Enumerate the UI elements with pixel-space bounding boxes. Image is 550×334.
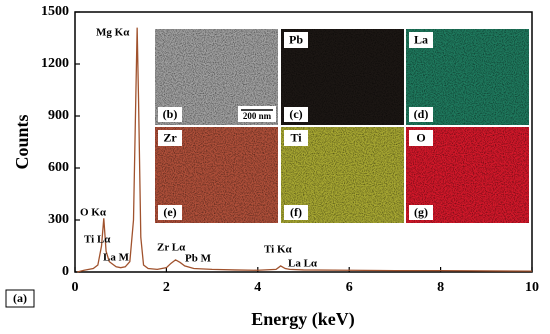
- y-tick-label: 1200: [41, 56, 69, 71]
- element-box: [284, 32, 308, 48]
- x-axis-label: Energy (keV): [251, 309, 354, 330]
- inset-element: La: [414, 32, 428, 46]
- inset-element: Ti: [290, 130, 302, 144]
- x-tick-label: 8: [437, 280, 444, 295]
- inset-tag: (f): [290, 205, 302, 219]
- y-tick-label: 300: [48, 212, 69, 227]
- y-tick-label: 900: [48, 108, 69, 123]
- inset-tag: (e): [163, 205, 176, 219]
- peak-label: Pb M: [185, 253, 212, 265]
- peak-label: La M: [103, 252, 130, 264]
- inset-element: Pb: [289, 32, 303, 46]
- element-box: [158, 130, 182, 146]
- peak-label: Ti Kα: [264, 244, 293, 256]
- peak-label: Mg Kα: [96, 27, 130, 39]
- inset-element: Zr: [163, 130, 177, 144]
- y-axis-label: Counts: [12, 114, 32, 169]
- tag-box: [284, 107, 308, 122]
- tag-box: [158, 107, 182, 122]
- y-tick-label: 0: [62, 264, 69, 279]
- element-box: [409, 32, 433, 48]
- inset-element: O: [416, 130, 425, 144]
- element-box: [409, 130, 433, 146]
- peak-label: Ti Lα: [84, 234, 111, 246]
- x-tick-label: 0: [72, 280, 79, 295]
- y-tick-label: 600: [48, 160, 69, 175]
- scale-text: 200 nm: [243, 111, 272, 121]
- inset-tag: (c): [289, 107, 302, 121]
- x-tick-label: 6: [346, 280, 353, 295]
- inset-tag: (g): [414, 205, 428, 219]
- inset-tag: (b): [163, 107, 178, 121]
- tag-box: [409, 205, 433, 220]
- tag-box: [158, 205, 182, 220]
- plot-frame: [74, 11, 533, 273]
- x-tick-label: 10: [525, 280, 539, 295]
- peak-label: O Kα: [80, 207, 107, 219]
- spectrum-line: [77, 27, 533, 273]
- panel-box: [5, 289, 35, 308]
- tag-box: [284, 205, 308, 220]
- peak-label: La Lα: [288, 258, 318, 270]
- element-box: [284, 130, 308, 146]
- inset-tag: (d): [414, 107, 429, 121]
- y-tick-label: 1500: [41, 4, 69, 19]
- panel-label: (a): [13, 291, 27, 305]
- x-tick-label: 4: [254, 280, 261, 295]
- peak-label: Zr Lα: [157, 242, 186, 254]
- x-tick-label: 2: [163, 280, 170, 295]
- tag-box: [409, 107, 433, 122]
